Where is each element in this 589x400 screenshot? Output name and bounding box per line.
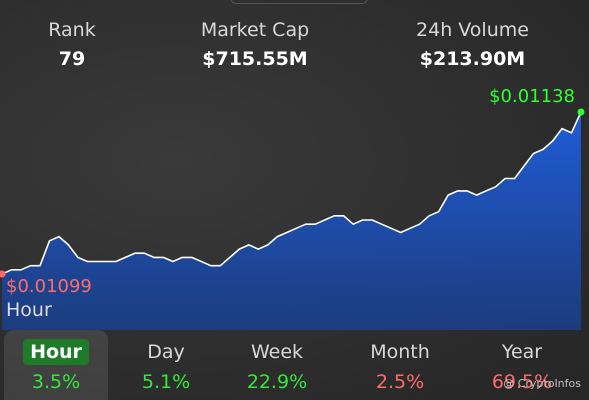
stat-rank: Rank 79 [22, 18, 122, 72]
tab-month-name: Month [370, 341, 430, 363]
high-point-marker [577, 108, 585, 116]
watermark-text: @ CryptoInfos [503, 377, 581, 390]
tab-year-pct: 69.5% [491, 371, 553, 393]
low-point-marker [0, 270, 6, 278]
stat-market-cap: Market Cap $715.55M [180, 18, 330, 72]
tab-day-name: Day [147, 341, 185, 363]
volume-value: $213.90M [419, 48, 526, 70]
tab-day-pct: 5.1% [141, 371, 191, 393]
tab-week[interactable]: Week 22.9% [224, 330, 330, 400]
volume-label: 24h Volume [416, 19, 529, 41]
chart-price-line [1, 111, 582, 275]
tab-hour[interactable]: Hour 3.5% [4, 330, 108, 400]
tab-day[interactable]: Day 5.1% [112, 330, 220, 400]
stats-row: Rank 79 Market Cap $715.55M 24h Volume $… [0, 18, 589, 78]
rank-value: 79 [58, 48, 86, 70]
tab-hour-pct: 3.5% [31, 371, 81, 393]
tab-month-pct: 2.5% [375, 371, 425, 393]
chart-area-fill [2, 112, 581, 330]
price-chart [0, 108, 585, 330]
rank-label: Rank [48, 19, 96, 41]
market-cap-value: $715.55M [202, 48, 308, 70]
market-cap-label: Market Cap [200, 19, 310, 41]
stat-24h-volume: 24h Volume $213.90M [395, 18, 550, 72]
price-low-label: $0.01099 [6, 276, 92, 297]
price-high-label: $0.01138 [489, 86, 575, 107]
period-tabs: Hour 3.5% Day 5.1% Week 22.9% Month 2.5%… [4, 330, 585, 400]
tab-hour-name: Hour [23, 339, 89, 365]
tab-year-name: Year [501, 341, 543, 363]
tab-week-pct: 22.9% [246, 371, 308, 393]
tab-week-name: Week [250, 341, 304, 363]
tab-month[interactable]: Month 2.5% [344, 330, 456, 400]
period-label: Hour [6, 299, 52, 321]
tab-year[interactable]: Year 69.5% [466, 330, 578, 400]
